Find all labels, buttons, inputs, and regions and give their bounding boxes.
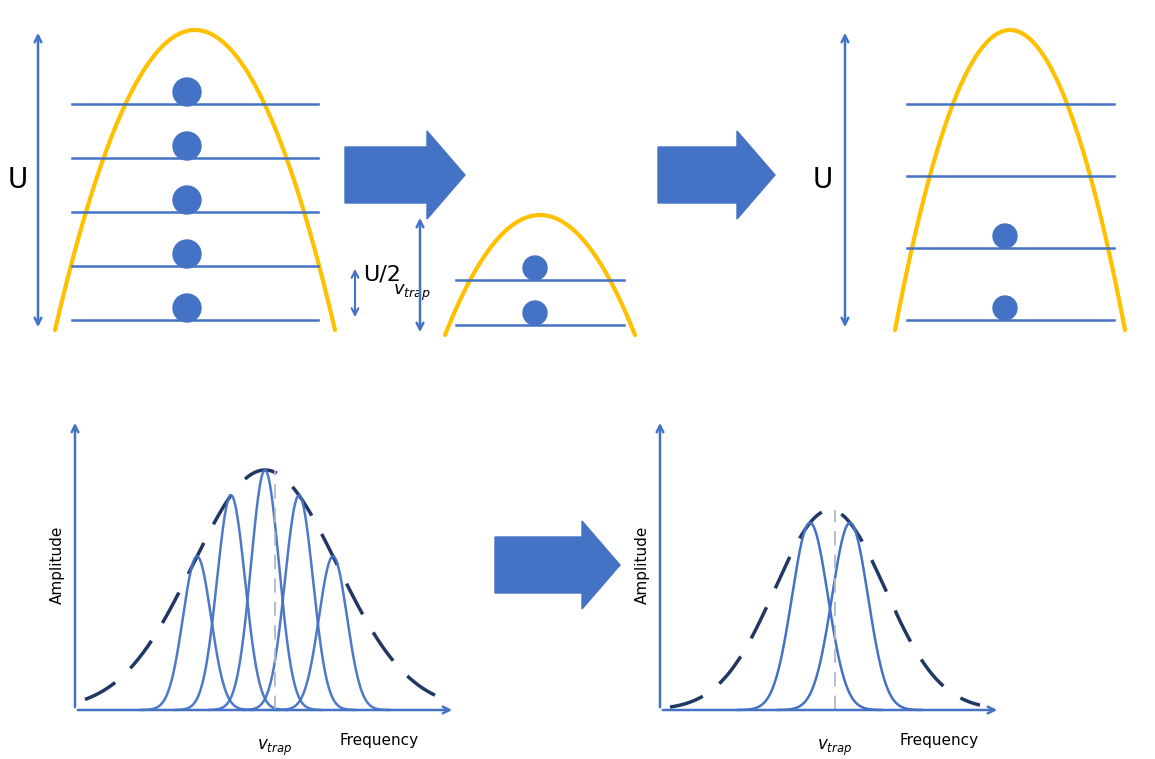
Polygon shape: [345, 131, 465, 219]
Circle shape: [523, 256, 547, 280]
Circle shape: [173, 294, 201, 322]
Text: $\mathit{v}_{trap}$: $\mathit{v}_{trap}$: [393, 283, 431, 303]
Text: U: U: [8, 166, 28, 194]
Circle shape: [993, 224, 1018, 248]
Text: Amplitude: Amplitude: [634, 526, 649, 604]
Text: U/2: U/2: [363, 265, 401, 285]
Text: Frequency: Frequency: [900, 732, 978, 748]
Circle shape: [173, 78, 201, 106]
Polygon shape: [658, 131, 775, 219]
Text: Frequency: Frequency: [340, 732, 418, 748]
Circle shape: [523, 301, 547, 325]
Text: $\mathit{v}_{trap}$: $\mathit{v}_{trap}$: [818, 738, 852, 758]
Circle shape: [173, 132, 201, 160]
Circle shape: [173, 186, 201, 214]
Circle shape: [993, 296, 1018, 320]
Circle shape: [173, 240, 201, 268]
Polygon shape: [495, 521, 620, 609]
Text: U: U: [813, 166, 833, 194]
Text: Amplitude: Amplitude: [50, 526, 65, 604]
Text: $\mathit{v}_{trap}$: $\mathit{v}_{trap}$: [258, 738, 292, 758]
